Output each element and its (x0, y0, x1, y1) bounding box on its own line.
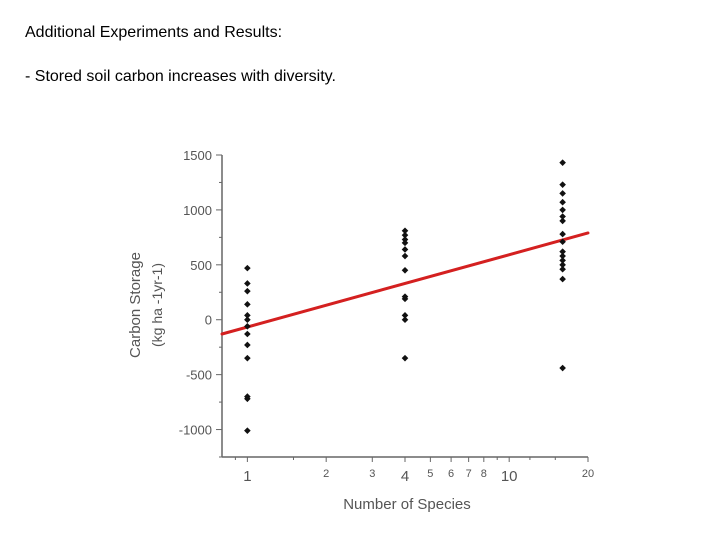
y-tick-label: 1000 (183, 203, 212, 218)
data-point (559, 206, 566, 214)
data-point (401, 295, 409, 303)
chart-axes: 1500 1000 500 0 -500 -1000 1 2 3 4 5 6 7 8 10 20 (179, 148, 594, 485)
data-point (401, 316, 409, 324)
data-point (401, 246, 409, 253)
data-point (559, 261, 566, 269)
y-tick-label: -1000 (179, 423, 212, 438)
x-tick-label: 6 (448, 468, 454, 480)
x-tick-label: 7 (466, 468, 472, 480)
x-tick-label: 5 (427, 468, 433, 480)
x-tick-label: 1 (243, 468, 251, 485)
data-point (401, 231, 409, 239)
data-point (244, 427, 251, 434)
data-point (244, 316, 251, 324)
x-tick-label: 3 (369, 468, 375, 480)
data-point (559, 364, 566, 372)
y-tick-label: 500 (190, 258, 212, 273)
data-point (244, 287, 251, 295)
data-point (401, 312, 409, 319)
trend-line-group (220, 231, 590, 336)
data-point (559, 159, 566, 166)
x-axis-label: Number of Species (343, 496, 471, 513)
data-point (559, 217, 566, 225)
data-point (401, 354, 409, 362)
y-tick-label: 0 (205, 313, 212, 328)
y-axis-units: (kg ha -1yr-1) (149, 263, 165, 347)
y-axis-label: Carbon Storage (127, 252, 144, 358)
data-point (244, 341, 251, 349)
data-point (559, 198, 566, 206)
slide-heading: Additional Experiments and Results: (25, 24, 283, 41)
data-point (401, 267, 409, 274)
data-point (559, 275, 566, 283)
data-point (559, 248, 566, 255)
data-point (401, 227, 409, 235)
data-point (559, 238, 566, 246)
y-tick-label: -500 (186, 368, 212, 383)
data-point (244, 330, 251, 338)
trend-line (220, 231, 590, 336)
data-point (559, 213, 566, 220)
data-point (244, 301, 251, 308)
x-tick-label: 8 (481, 468, 487, 480)
data-point (244, 312, 251, 319)
data-point (559, 257, 566, 264)
data-point (244, 354, 251, 362)
data-point (244, 395, 251, 403)
data-point (244, 323, 251, 330)
y-tick-label: 1500 (183, 148, 212, 163)
data-point (244, 264, 251, 272)
axis-labels: Number of Species Carbon Storage (kg ha … (127, 252, 471, 513)
data-point (559, 265, 566, 273)
x-tick-label: 20 (582, 468, 594, 480)
slide-bullet: - Stored soil carbon increases with dive… (25, 68, 336, 85)
data-point (401, 239, 409, 247)
data-points (244, 159, 566, 434)
data-point (559, 190, 566, 197)
data-point (559, 181, 566, 188)
data-point (401, 252, 409, 260)
data-point (244, 280, 251, 287)
data-point (559, 252, 566, 260)
x-tick-label: 10 (501, 468, 518, 485)
x-tick-label: 2 (323, 468, 329, 480)
data-point (559, 230, 566, 238)
x-tick-label: 4 (401, 468, 409, 485)
